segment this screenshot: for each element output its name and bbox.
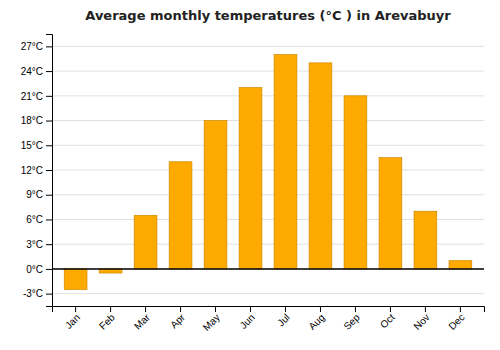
x-tick: May (201, 306, 222, 333)
y-tick-label: 18°C (21, 115, 43, 126)
bar (309, 63, 332, 269)
x-tick-mark (285, 306, 286, 312)
y-tick: 27°C (21, 41, 52, 52)
x-tick: Apr (168, 306, 187, 330)
y-tick-mark (46, 145, 52, 146)
y-tick-label: 27°C (21, 41, 43, 52)
bar (169, 162, 192, 269)
y-tick: 18°C (21, 115, 52, 126)
grid-line (52, 71, 484, 72)
y-tick-mark (46, 96, 52, 97)
x-tick-mark (75, 306, 76, 312)
x-tick: Feb (97, 306, 117, 332)
x-tick-mark (145, 306, 146, 312)
x-tick: Dec (446, 306, 466, 332)
y-tick-label: 3°C (26, 239, 43, 250)
y-tick-mark (46, 269, 52, 270)
baseline (52, 268, 484, 270)
x-tick-mark (180, 306, 181, 312)
x-tick-mark (460, 306, 461, 312)
y-tick-label: 15°C (21, 140, 43, 151)
y-tick: 21°C (21, 91, 52, 102)
bar (414, 211, 437, 269)
bar (449, 261, 472, 269)
y-tick-mark (46, 294, 52, 295)
x-tick-label: Sep (341, 311, 362, 332)
x-tick: Mar (132, 306, 152, 332)
x-tick: Nov (411, 306, 431, 332)
x-tick-label: Oct (378, 312, 397, 331)
y-axis-line (46, 35, 53, 307)
grid-line (52, 95, 484, 96)
plot: -3°C 0°C 3°C 6°C 9°C 12°C 15°C 18°C 21°C 24°C 27°C… (21, 35, 485, 333)
y-tick-mark (46, 170, 52, 171)
y-tick-mark (46, 71, 52, 72)
bar (204, 121, 227, 269)
grid-line (52, 46, 484, 47)
x-tick-label: Jun (238, 312, 257, 331)
x-tick-label: Apr (168, 311, 187, 330)
x-tick-mark (110, 306, 111, 312)
x-tick: Oct (378, 306, 397, 330)
y-tick-label: 9°C (26, 189, 43, 200)
x-tick: Jul (275, 306, 292, 328)
x-tick-mark (425, 306, 426, 312)
x-tick-mark (390, 306, 391, 312)
x-tick-label: Feb (97, 311, 117, 331)
bar (64, 269, 87, 290)
y-tick: 9°C (26, 189, 52, 200)
grid-line (52, 293, 484, 294)
x-tick-mark (355, 306, 356, 312)
x-axis-line (53, 307, 485, 313)
grid (52, 46, 484, 293)
y-tick: 24°C (21, 66, 52, 77)
y-tick-label: 6°C (26, 214, 43, 225)
x-tick-label: Mar (132, 311, 152, 331)
x-tick-label: Jul (275, 312, 292, 329)
grid-line (52, 145, 484, 146)
grid-line (52, 120, 484, 121)
y-tick-mark (46, 219, 52, 220)
x-tick: Jun (238, 306, 257, 331)
y-tick-label: 12°C (21, 165, 43, 176)
y-tick-label: -3°C (23, 288, 43, 299)
bar (134, 215, 157, 269)
y-tick-mark (46, 46, 52, 47)
x-tick-label: Nov (411, 312, 431, 332)
grid-line (52, 268, 484, 269)
x-tick: Jan (63, 306, 82, 331)
x-tick: Aug (306, 306, 326, 332)
y-tick-mark (46, 121, 52, 122)
y-tick: 6°C (26, 214, 52, 225)
grid-line (52, 194, 484, 195)
x-tick-mark (250, 306, 251, 312)
x-tick-label: Aug (306, 312, 326, 332)
x-tick-label: May (201, 312, 222, 333)
bar (379, 158, 402, 269)
y-axis: -3°C 0°C 3°C 6°C 9°C 12°C 15°C 18°C 21°C 24°C 27°C (21, 35, 53, 307)
title: Average monthly temperatures (°C ) in Ar… (85, 8, 451, 23)
y-tick: 0°C (26, 264, 52, 275)
x-tick-label: Dec (446, 312, 466, 332)
y-tick: 3°C (26, 239, 52, 250)
y-tick: 12°C (21, 165, 52, 176)
bar (239, 88, 262, 269)
grid-line (52, 170, 484, 171)
y-tick: -3°C (23, 288, 52, 299)
x-tick-mark (320, 306, 321, 312)
bar (274, 55, 297, 269)
y-tick-label: 24°C (21, 66, 43, 77)
bars (52, 55, 484, 290)
y-tick: 15°C (21, 140, 52, 151)
x-tick-label: Jan (63, 312, 82, 331)
y-tick-mark (46, 195, 52, 196)
bar (344, 96, 367, 269)
x-axis: Jan Feb Mar Apr May Jun Jul Aug Sep Oct Nov Dec (53, 306, 485, 333)
chart: -3°C 0°C 3°C 6°C 9°C 12°C 15°C 18°C 21°C 24°C 27°C… (0, 0, 500, 350)
y-tick-label: 21°C (21, 91, 43, 102)
x-tick-mark (215, 306, 216, 312)
y-tick-label: 0°C (26, 264, 43, 275)
y-tick-mark (46, 244, 52, 245)
x-tick: Sep (341, 306, 362, 332)
